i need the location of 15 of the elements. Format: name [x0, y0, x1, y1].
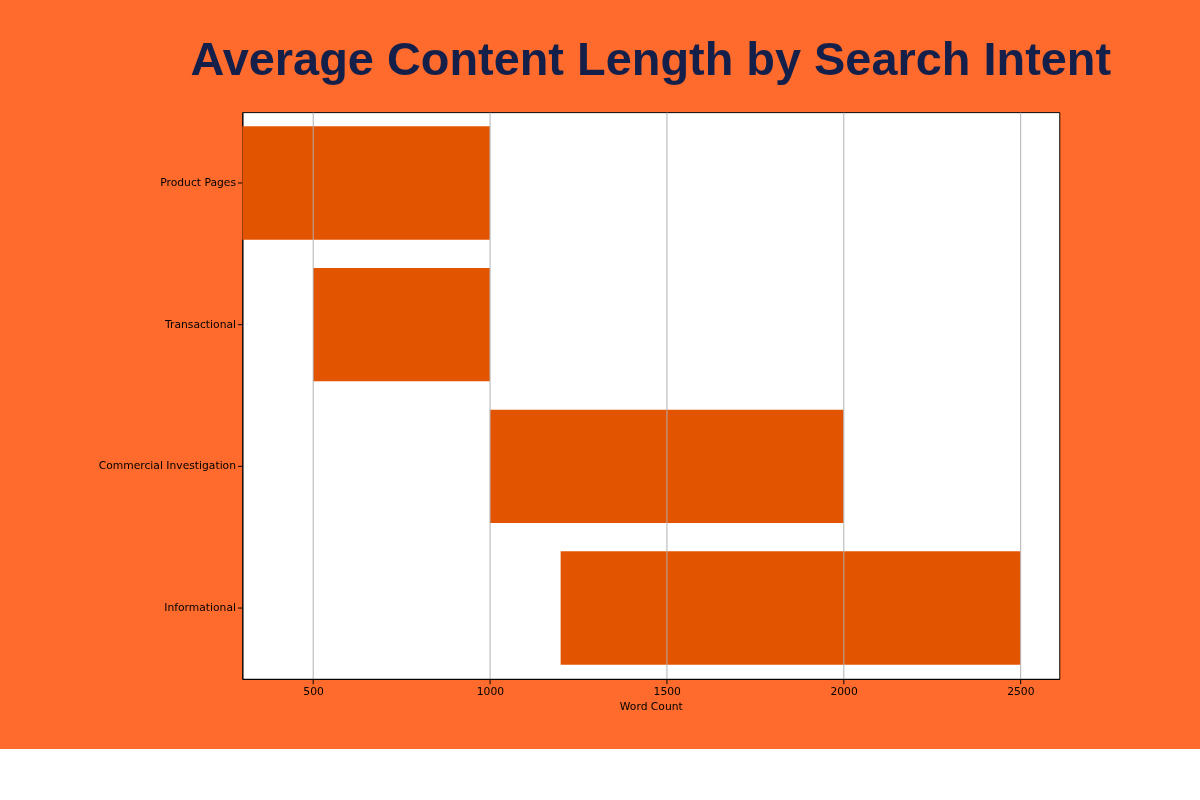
x-tick-label: 500 [303, 685, 324, 699]
y-tick-label: Informational [164, 600, 236, 614]
bar [560, 551, 1021, 665]
y-tick-label: Product Pages [160, 175, 237, 189]
y-tick-label: Transactional [164, 317, 236, 331]
y-tick-label: Commercial Investigation [98, 459, 236, 473]
x-tick-label: 2500 [1007, 685, 1035, 699]
x-tick-label: 1000 [476, 685, 505, 699]
chart-title: Average Content Length by Search Intent [190, 32, 1112, 85]
bar [242, 126, 490, 240]
x-tick-label: 1500 [653, 685, 682, 699]
x-axis-title: Word Count [619, 699, 683, 713]
bar [489, 409, 844, 524]
x-tick-label: 2000 [830, 685, 858, 699]
bar [313, 267, 490, 382]
